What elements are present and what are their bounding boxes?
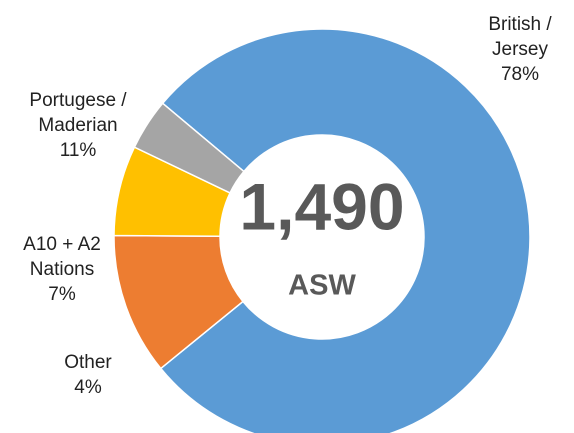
value-label: 4%: [74, 377, 102, 398]
category-label: Portugese / Maderian: [29, 90, 127, 136]
donut-slice: [133, 102, 245, 194]
slice-label: A10 + A2 Nations 7%: [12, 232, 112, 307]
center-title: 1,490: [239, 169, 404, 243]
value-label: 11%: [59, 140, 97, 161]
category-label: British / Jersey: [488, 14, 552, 60]
category-label: A10 + A2 Nations: [23, 234, 101, 280]
value-label: 78%: [500, 64, 540, 85]
category-label: Other: [64, 352, 112, 373]
donut-slice: [159, 28, 531, 433]
value-label: 7%: [48, 284, 76, 305]
slice-label: Other 4%: [48, 350, 128, 400]
center-subtitle: ASW: [288, 270, 356, 302]
slice-label: Portugese / Maderian 11%: [12, 88, 144, 163]
slice-label: British / Jersey 78%: [475, 12, 565, 87]
